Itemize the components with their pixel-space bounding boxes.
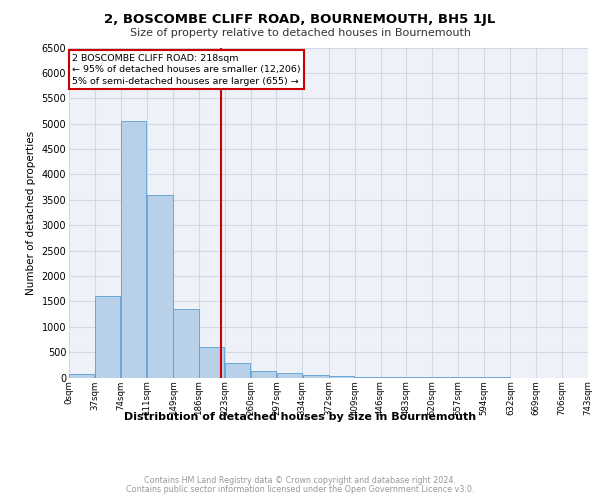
Text: Distribution of detached houses by size in Bournemouth: Distribution of detached houses by size … <box>124 412 476 422</box>
Text: Contains HM Land Registry data © Crown copyright and database right 2024.: Contains HM Land Registry data © Crown c… <box>144 476 456 485</box>
Bar <box>329 376 355 378</box>
Bar <box>199 347 224 378</box>
Text: Size of property relative to detached houses in Bournemouth: Size of property relative to detached ho… <box>130 28 470 38</box>
Y-axis label: Number of detached properties: Number of detached properties <box>26 130 36 294</box>
Text: 2 BOSCOMBE CLIFF ROAD: 218sqm
← 95% of detached houses are smaller (12,206)
5% o: 2 BOSCOMBE CLIFF ROAD: 218sqm ← 95% of d… <box>73 54 301 86</box>
Bar <box>355 376 380 378</box>
Bar <box>95 296 121 378</box>
Bar <box>173 309 199 378</box>
Bar <box>277 373 302 378</box>
Text: 2, BOSCOMBE CLIFF ROAD, BOURNEMOUTH, BH5 1JL: 2, BOSCOMBE CLIFF ROAD, BOURNEMOUTH, BH5… <box>104 12 496 26</box>
Bar <box>302 374 329 378</box>
Bar <box>70 374 94 378</box>
Bar <box>225 364 250 378</box>
Bar <box>121 121 146 378</box>
Text: Contains public sector information licensed under the Open Government Licence v3: Contains public sector information licen… <box>126 485 474 494</box>
Bar <box>251 371 276 378</box>
Bar <box>147 194 173 378</box>
